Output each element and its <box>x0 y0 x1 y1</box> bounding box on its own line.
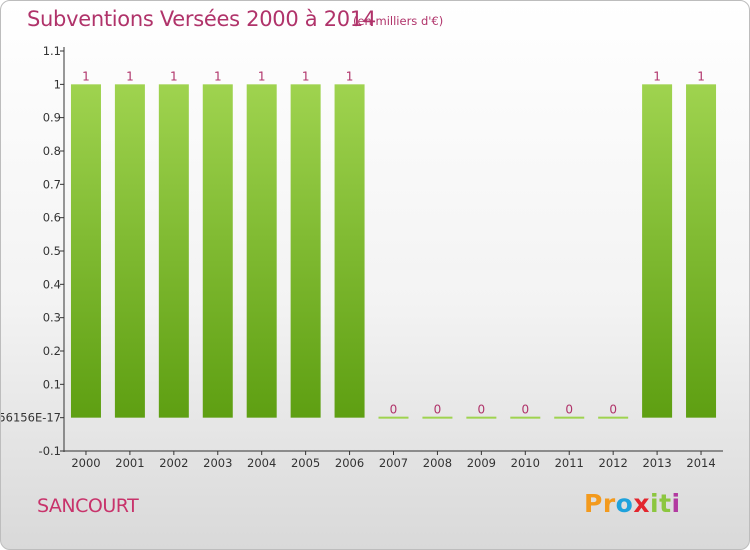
y-tick-label: 0.4 <box>43 277 61 291</box>
value-label-2013: 1 <box>653 69 661 83</box>
axes-group: 2000 2001 2002 2003 2004 2005 2006 2007 2008 2009… <box>1 44 723 470</box>
proxiti-logo[interactable]: Proxiti <box>584 489 681 518</box>
bar-2008 <box>422 416 453 419</box>
x-tick-label-2007: 2007 <box>379 456 408 470</box>
x-tick-label-2003: 2003 <box>203 456 232 470</box>
logo-letter: P <box>584 489 603 518</box>
value-label-2008: 0 <box>434 403 442 417</box>
bar-2003 <box>202 84 233 418</box>
value-label-2012: 0 <box>609 403 617 417</box>
x-tick-label-2009: 2009 <box>467 456 496 470</box>
value-label-2003: 1 <box>214 69 222 83</box>
y-tick-label: 0.6 <box>43 211 61 225</box>
value-label-2007: 0 <box>390 403 398 417</box>
y-tick-label: 0.5 <box>43 244 61 258</box>
value-label-2001: 1 <box>126 69 134 83</box>
y-tick-label: 0.7 <box>43 177 61 191</box>
value-label-2004: 1 <box>258 69 266 83</box>
value-label-2002: 1 <box>170 69 178 83</box>
commune-name: SANCOURT <box>37 495 139 517</box>
x-tick-label-2010: 2010 <box>511 456 540 470</box>
bars-group: 1 1 1 1 1 1 1 0 0 0 0 0 0 1 1 <box>70 69 717 419</box>
x-tick-label-2006: 2006 <box>335 456 364 470</box>
y-tick-label: 1.1 <box>43 44 61 58</box>
x-tick-label-2008: 2008 <box>423 456 452 470</box>
bar-2012 <box>598 416 629 419</box>
x-tick-label-2012: 2012 <box>599 456 628 470</box>
x-tick-label-2014: 2014 <box>686 456 715 470</box>
y-tick-label: -0.1 <box>39 444 61 458</box>
logo-letter: x <box>633 489 650 518</box>
x-tick-label-2013: 2013 <box>642 456 671 470</box>
y-tick-label: 0.2 <box>43 344 61 358</box>
bar-2001 <box>114 84 145 418</box>
y-tick-label: 2.77555756156E-17 <box>1 411 61 425</box>
value-label-2011: 0 <box>565 403 573 417</box>
bar-2004 <box>246 84 277 418</box>
chart-title: Subventions Versées 2000 à 2014 <box>27 7 376 31</box>
bar-2011 <box>554 416 585 419</box>
value-label-2010: 0 <box>521 403 529 417</box>
bar-2005 <box>290 84 321 418</box>
y-tick-label: 0.1 <box>43 377 61 391</box>
value-label-2000: 1 <box>82 69 90 83</box>
value-label-2009: 0 <box>478 403 486 417</box>
bar-2013 <box>642 84 673 418</box>
x-tick-label-2005: 2005 <box>291 456 320 470</box>
unit-note: (en milliers d'€) <box>353 14 444 28</box>
bar-2002 <box>158 84 189 418</box>
y-tick-label: 1 <box>54 77 61 91</box>
x-tick-label-2004: 2004 <box>247 456 276 470</box>
value-label-2006: 1 <box>346 69 354 83</box>
logo-letter: i <box>650 489 660 518</box>
x-tick-label-2002: 2002 <box>159 456 188 470</box>
bar-2000 <box>70 84 101 418</box>
bar-2014 <box>686 84 717 418</box>
value-label-2014: 1 <box>697 69 705 83</box>
logo-letter: t <box>659 489 672 518</box>
bar-2010 <box>510 416 541 419</box>
bar-2009 <box>466 416 497 419</box>
logo-letter: i <box>671 489 681 518</box>
x-tick-label-2000: 2000 <box>71 456 100 470</box>
y-tick-label: 0.3 <box>43 311 61 325</box>
bar-2006 <box>334 84 365 418</box>
x-tick-label-2011: 2011 <box>555 456 584 470</box>
value-label-2005: 1 <box>302 69 310 83</box>
logo-letter: o <box>615 489 634 518</box>
bar-2007 <box>378 416 409 419</box>
y-tick-label: 0.8 <box>43 144 61 158</box>
x-tick-label-2001: 2001 <box>115 456 144 470</box>
y-tick-label: 0.9 <box>43 111 61 125</box>
logo-letter: r <box>602 489 616 518</box>
